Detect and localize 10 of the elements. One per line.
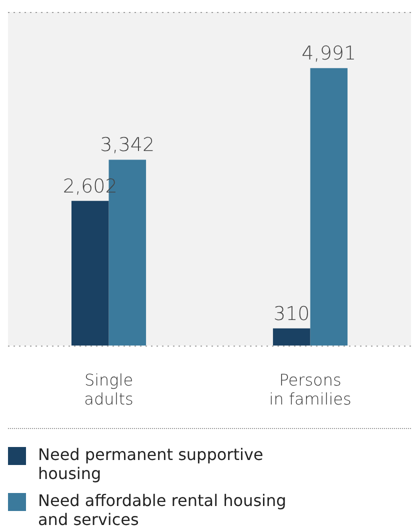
data-label: 4,991 [302,42,356,65]
bar [310,68,348,346]
legend-label: Need permanent supportive housing [38,445,264,483]
x-tick-label: Persons in families [269,370,352,409]
bar [71,200,109,346]
data-label: 310 [273,302,310,325]
data-label: 3,342 [100,134,155,156]
bar [272,328,310,346]
legend-label: Need affordable rental housing and services [38,491,288,527]
x-tick-label: Single adults [84,370,134,409]
